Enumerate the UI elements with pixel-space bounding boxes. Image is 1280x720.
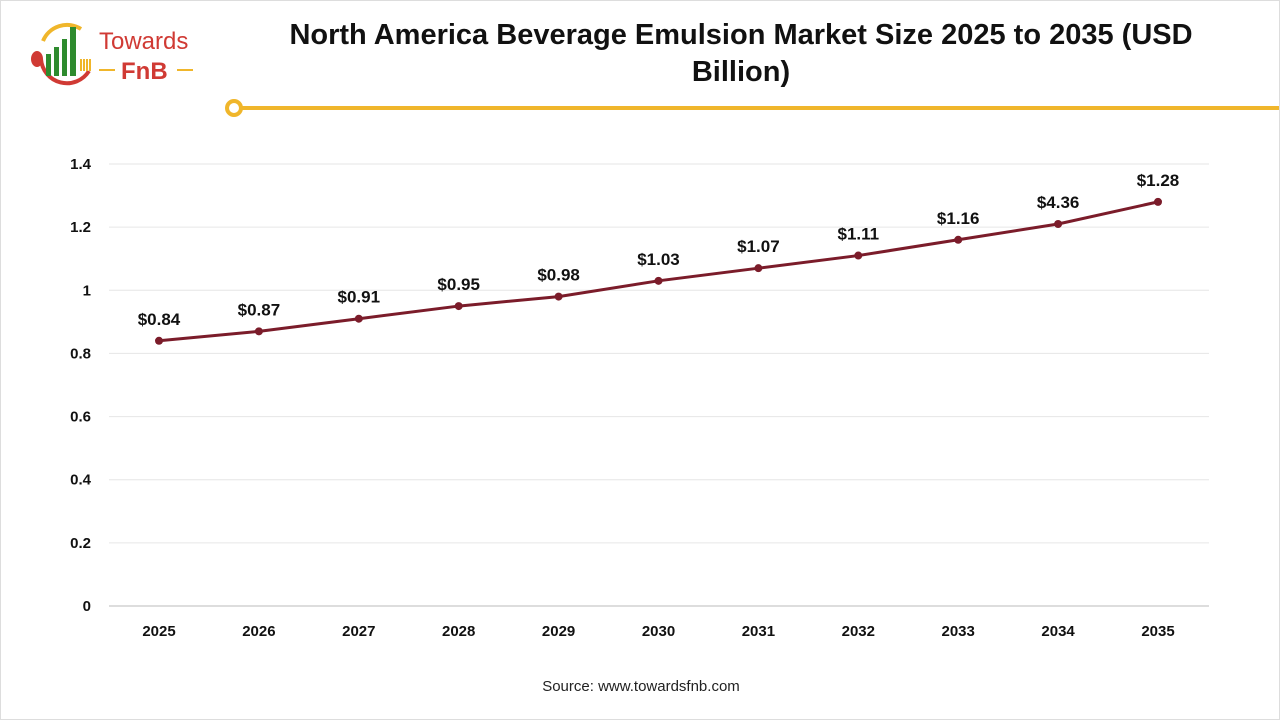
towards-fnb-logo: Towards FnB [31, 22, 193, 86]
y-tick-label: 0.2 [70, 535, 91, 552]
x-tick-label: 2028 [442, 623, 475, 640]
data-point [554, 292, 563, 301]
accent-circle [225, 99, 243, 117]
data-label: $1.11 [837, 225, 879, 244]
chart-title: North America Beverage Emulsion Market S… [289, 19, 1193, 88]
svg-text:Towards: Towards [99, 28, 188, 55]
source-note: Source: www.towardsfnb.com [542, 678, 740, 695]
data-label: $1.16 [937, 209, 980, 228]
x-tick-label: 2035 [1141, 623, 1174, 640]
data-label: $0.84 [138, 310, 181, 329]
data-point [954, 235, 963, 244]
data-point [654, 276, 663, 285]
data-point [354, 314, 363, 323]
y-tick-label: 0.6 [70, 409, 91, 426]
series-line [158, 200, 1159, 343]
data-label: $0.87 [238, 300, 281, 319]
data-point [254, 327, 263, 336]
data-label: $1.28 [1137, 171, 1180, 190]
y-tick-label: 1.4 [70, 156, 92, 173]
x-tick-label: 2032 [842, 623, 875, 640]
x-tick-label: 2033 [942, 623, 975, 640]
data-point [754, 264, 763, 273]
svg-text:FnB: FnB [121, 58, 168, 85]
data-point [454, 302, 463, 311]
data-label: $4.36 [1037, 193, 1080, 212]
y-tick-label: 0.4 [70, 472, 92, 489]
y-tick-label: 1 [83, 282, 91, 299]
data-label: $0.98 [537, 266, 580, 285]
y-tick-label: 0 [83, 598, 91, 615]
data-point [155, 336, 163, 345]
x-tick-label: 2026 [242, 623, 275, 640]
data-label: $1.03 [637, 250, 680, 269]
y-tick-label: 0.8 [70, 345, 91, 362]
data-label: $0.95 [437, 275, 480, 294]
x-tick-label: 2034 [1041, 623, 1075, 640]
x-tick-label: 2030 [642, 623, 675, 640]
data-label: $0.91 [338, 288, 381, 307]
data-point [1054, 219, 1063, 228]
y-tick-label: 1.2 [70, 219, 91, 236]
x-tick-label: 2027 [342, 623, 375, 640]
data-label: $1.07 [737, 237, 780, 256]
data-point [854, 251, 863, 260]
x-tick-label: 2029 [542, 623, 575, 640]
x-tick-label: 2025 [142, 623, 175, 640]
x-tick-label: 2031 [742, 623, 775, 640]
data-point [1154, 197, 1162, 206]
